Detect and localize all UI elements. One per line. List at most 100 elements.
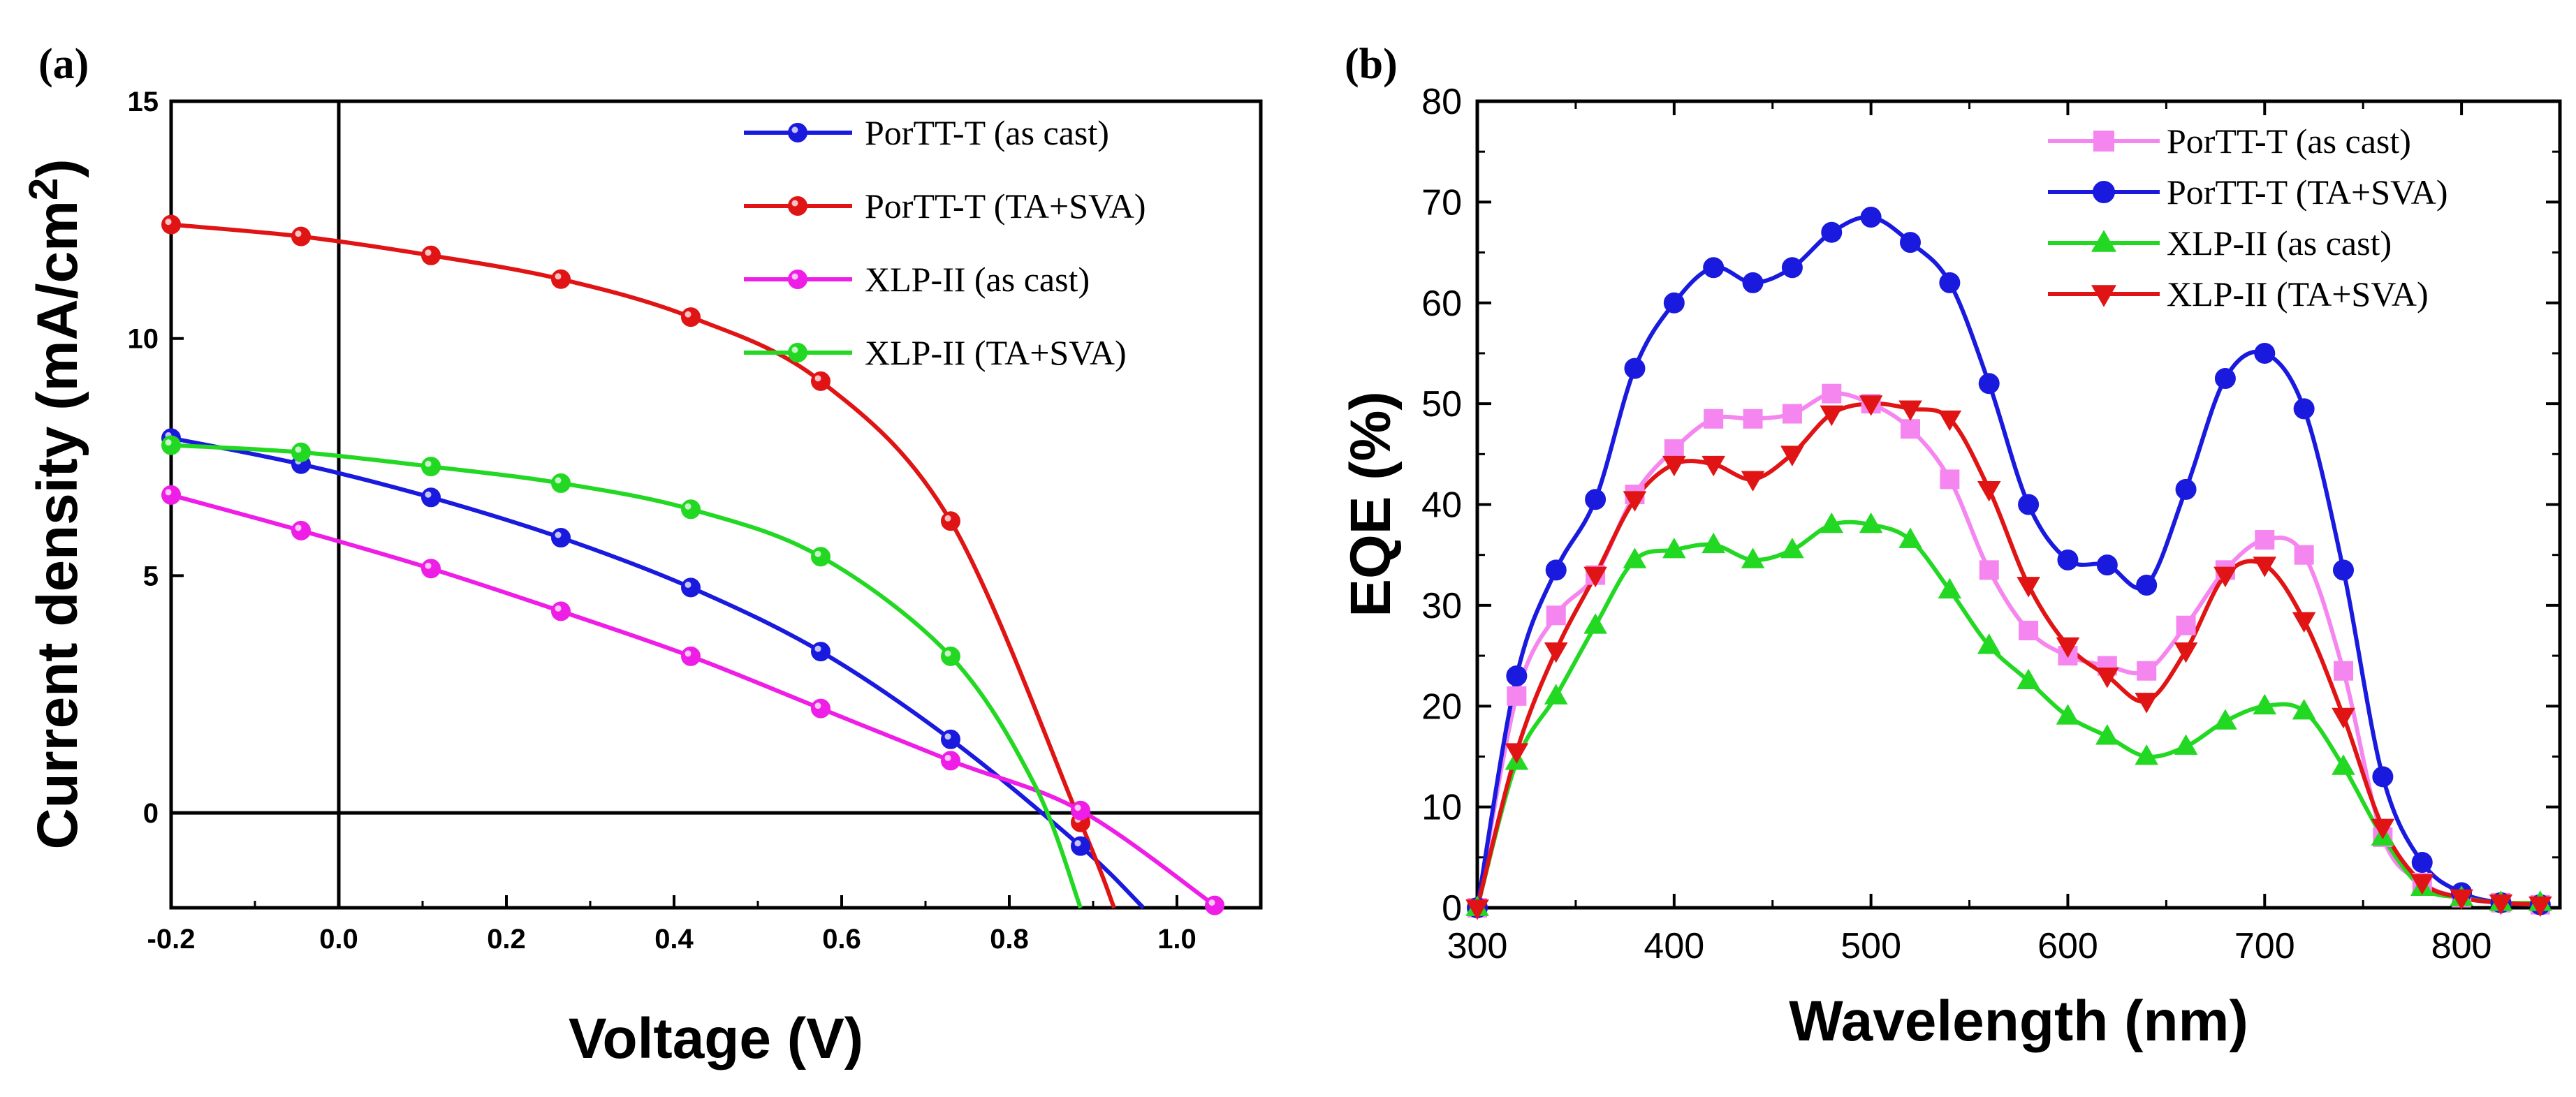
data-point-xlp-ii-as-cast: [1623, 547, 1647, 568]
data-point-portt-t-as-cast: [421, 487, 441, 508]
data-point-portt-t-ta-sva: [1781, 257, 1803, 279]
data-point-portt-t-ta-sva: [2057, 549, 2079, 570]
data-point-portt-t-ta-sva: [1703, 257, 1725, 279]
y-tick-label: 50: [1421, 384, 1462, 425]
data-point-portt-t-as-cast: [2176, 615, 2196, 635]
data-point-portt-t-as-cast: [2137, 661, 2157, 681]
marker-highlight: [944, 733, 951, 740]
data-point-xlp-ii-ta-sva: [2489, 894, 2513, 915]
legend-label-portt-t-ta-sva: PorTT-T (TA+SVA): [865, 186, 1146, 226]
data-point-portt-t-as-cast: [1704, 408, 1724, 429]
x-tick-label: 0.0: [319, 924, 358, 955]
data-point-xlp-ii-as-cast: [1205, 895, 1224, 915]
data-point-xlp-ii-ta-sva: [681, 499, 701, 520]
data-point-portt-t-ta-sva: [2096, 554, 2118, 576]
x-tick-label: 0.8: [990, 924, 1029, 955]
data-point-xlp-ii-ta-sva: [2292, 612, 2316, 633]
data-point-xlp-ii-ta-sva: [2213, 566, 2237, 588]
legend-marker: [788, 123, 807, 142]
marker-highlight: [295, 446, 302, 453]
panel-a-label: (a): [38, 41, 89, 88]
data-point-portt-t-ta-sva: [2411, 852, 2433, 874]
data-point-xlp-ii-ta-sva: [161, 435, 181, 455]
data-point-portt-t-as-cast: [1071, 836, 1090, 856]
jv-curve-portt-t-ta-sva: [170, 222, 1116, 909]
data-point-portt-t-as-cast: [1507, 686, 1527, 706]
y-tick-label: 30: [1421, 586, 1462, 626]
data-point-xlp-ii-ta-sva: [2371, 818, 2395, 839]
marker-highlight: [425, 491, 432, 498]
panel-a-y-axis-title-main: Current density (mA/cm: [26, 200, 89, 850]
data-point-portt-t-ta-sva: [1978, 373, 2000, 395]
data-point-xlp-ii-ta-sva: [2332, 707, 2355, 729]
data-point-xlp-ii-as-cast: [1702, 532, 1725, 554]
data-point-xlp-ii-as-cast: [811, 698, 830, 719]
data-point-portt-t-ta-sva: [551, 269, 571, 289]
data-point-xlp-ii-as-cast: [2332, 754, 2355, 775]
panel-b-legend: PorTT-T (as cast) PorTT-T (TA+SVA) XLP-II …: [2048, 122, 2447, 314]
legend-marker: [788, 196, 807, 216]
data-point-portt-t-as-cast: [551, 528, 571, 548]
y-tick-label: 5: [143, 561, 159, 591]
data-point-xlp-ii-as-cast: [1741, 547, 1765, 568]
data-point-portt-t-as-cast: [1546, 605, 1566, 626]
y-tick-label: 20: [1421, 686, 1462, 727]
data-point-xlp-ii-as-cast: [291, 520, 311, 540]
data-point-xlp-ii-ta-sva: [1465, 899, 1489, 920]
marker-highlight: [165, 489, 172, 496]
panel-a-jv-chart: (a) -0.2 0.0 0.2 0.4 0.6 0.8 1.0 0 5 10 15 Voltage…: [21, 41, 1263, 1070]
data-point-portt-t-ta-sva: [2214, 368, 2236, 390]
marker-highlight: [1074, 804, 1081, 811]
panel-b-x-axis-title: Wavelength (nm): [1789, 989, 2248, 1053]
marker-highlight: [944, 515, 951, 522]
data-point-portt-t-ta-sva: [1860, 207, 1882, 228]
legend-label-xlp-ii-as-cast: XLP-II (as cast): [2167, 223, 2392, 263]
data-point-xlp-ii-ta-sva: [1741, 471, 1765, 492]
panel-a-y-axis-title: Current density (mA/cm2): [21, 159, 89, 849]
data-point-xlp-ii-as-cast: [2292, 698, 2316, 720]
panel-b-eqe-chart: (b) 300 400 500 600 700 80001020304050607080 …: [1339, 41, 2562, 1053]
data-point-xlp-ii-as-cast: [1583, 613, 1607, 634]
panel-a-y-axis-title-superscript: 2: [21, 178, 66, 200]
data-point-xlp-ii-ta-sva: [1544, 642, 1568, 663]
x-tick-label: 1.0: [1157, 924, 1196, 955]
marker-highlight: [1208, 899, 1215, 906]
data-point-portt-t-ta-sva: [1545, 559, 1567, 581]
data-point-xlp-ii-ta-sva: [1938, 410, 1962, 432]
y-tick-label: 15: [128, 87, 159, 117]
x-tick-label: 400: [1644, 926, 1704, 966]
eqe-curve-xlp-ii-as-cast: [1475, 520, 2540, 908]
eqe-curve-portt-t-ta-sva: [1475, 214, 2540, 908]
data-point-xlp-ii-as-cast: [681, 646, 701, 666]
data-point-portt-t-ta-sva: [421, 245, 441, 265]
x-tick-label: 500: [1840, 926, 1901, 966]
x-tick-label: 0.6: [822, 924, 861, 955]
data-point-portt-t-ta-sva: [161, 214, 181, 235]
data-point-portt-t-as-cast: [2019, 620, 2039, 640]
marker-highlight: [165, 439, 172, 446]
data-point-portt-t-as-cast: [2294, 545, 2314, 565]
data-point-portt-t-as-cast: [681, 577, 701, 598]
legend-label-portt-t-as-cast: PorTT-T (as cast): [865, 113, 1109, 152]
legend-label-portt-t-as-cast: PorTT-T (as cast): [2167, 122, 2411, 161]
data-point-portt-t-as-cast: [2255, 530, 2275, 550]
x-tick-label: 800: [2431, 926, 2492, 966]
marker-highlight: [685, 650, 691, 657]
data-point-portt-t-as-cast: [811, 642, 830, 662]
data-point-portt-t-as-cast: [941, 729, 960, 749]
data-point-portt-t-ta-sva: [1939, 272, 1961, 293]
marker-highlight: [814, 375, 821, 382]
marker-highlight: [791, 200, 798, 207]
data-point-portt-t-as-cast: [2334, 661, 2353, 681]
data-point-portt-t-ta-sva: [2018, 494, 2040, 515]
marker-highlight: [425, 562, 432, 569]
data-point-xlp-ii-ta-sva: [1859, 395, 1883, 416]
data-point-xlp-ii-ta-sva: [551, 473, 571, 493]
data-point-portt-t-ta-sva: [1506, 665, 1528, 686]
data-point-portt-t-ta-sva: [291, 226, 311, 246]
y-tick-label: 80: [1421, 82, 1462, 122]
data-point-xlp-ii-ta-sva: [811, 547, 830, 567]
marker-highlight: [814, 645, 821, 652]
data-point-portt-t-ta-sva: [2372, 766, 2394, 788]
data-point-xlp-ii-ta-sva: [1583, 566, 1607, 588]
